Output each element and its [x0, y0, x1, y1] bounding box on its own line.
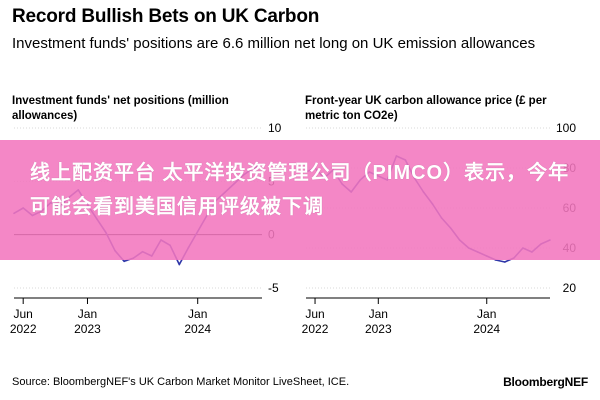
- ad-overlay-banner[interactable]: [0, 140, 600, 260]
- x-tick-label-month: Jun: [14, 307, 33, 321]
- x-tick-label-month: Jan: [369, 307, 388, 321]
- ad-overlay-text[interactable]: 线上配资平台 太平洋投资管理公司（PIMCO）表示，今年可能会看到美国信用评级被…: [30, 162, 570, 218]
- y-tick-label: 20: [563, 281, 577, 295]
- right-chart-title: Front-year UK carbon allowance price (£ …: [305, 95, 547, 122]
- brand-logo: BloombergNEF: [503, 375, 588, 389]
- x-tick-label-month: Jan: [188, 307, 207, 321]
- x-tick-label-month: Jun: [305, 307, 324, 321]
- x-tick-label-year: 2022: [302, 322, 329, 336]
- data-point: [178, 263, 181, 266]
- source-note: Source: BloombergNEF's UK Carbon Market …: [12, 376, 350, 388]
- y-tick-label: 10: [268, 121, 282, 135]
- x-tick-label-year: 2024: [473, 322, 500, 336]
- x-tick-label-month: Jan: [477, 307, 496, 321]
- data-point: [123, 260, 126, 263]
- x-tick-label-month: Jan: [78, 307, 97, 321]
- page-subtitle: Investment funds' positions are 6.6 mill…: [12, 35, 536, 52]
- x-tick-label-year: 2024: [184, 322, 211, 336]
- data-point: [504, 261, 506, 263]
- y-tick-label: -5: [268, 281, 279, 295]
- x-tick-label-year: 2023: [365, 322, 392, 336]
- left-chart-title: Investment funds' net positions (million…: [12, 95, 229, 122]
- x-tick-label-year: 2023: [74, 322, 101, 336]
- y-tick-label: 100: [556, 121, 576, 135]
- page-title: Record Bullish Bets on UK Carbon: [12, 6, 320, 27]
- x-tick-label-year: 2022: [10, 322, 37, 336]
